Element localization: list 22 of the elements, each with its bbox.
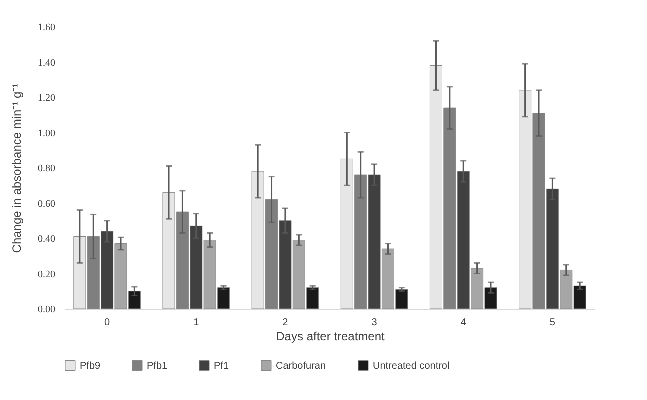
y-tick-label: 0.00 — [38, 304, 56, 316]
x-tick-label: 2 — [282, 318, 289, 328]
legend-label: Pfb9 — [80, 360, 102, 372]
y-tick-label: 1.20 — [38, 93, 56, 104]
y-tick-label: 1.60 — [38, 22, 56, 34]
x-axis-title: Days after treatment — [276, 330, 386, 344]
legend-label: Pf1 — [214, 360, 230, 372]
y-tick-label: 0.60 — [38, 198, 56, 210]
legend-label: Untreated control — [373, 360, 450, 372]
legend-label: Pfb1 — [147, 360, 168, 372]
y-tick-label: 0.40 — [38, 234, 56, 245]
x-tick-label: 3 — [372, 318, 378, 328]
legend-label: Carbofuran — [276, 360, 326, 372]
x-tick-label: 0 — [104, 318, 111, 328]
x-tick-label: 1 — [194, 318, 200, 328]
x-tick-label: 4 — [460, 318, 467, 328]
x-tick-label: 5 — [550, 318, 556, 328]
y-tick-label: 0.20 — [38, 269, 56, 280]
y-tick-label: 1.00 — [38, 128, 56, 140]
y-axis-title: Change in absorbance min⁻¹ g⁻¹ — [10, 84, 24, 254]
y-tick-label: 0.80 — [38, 164, 56, 174]
y-tick-label: 1.40 — [38, 58, 56, 69]
